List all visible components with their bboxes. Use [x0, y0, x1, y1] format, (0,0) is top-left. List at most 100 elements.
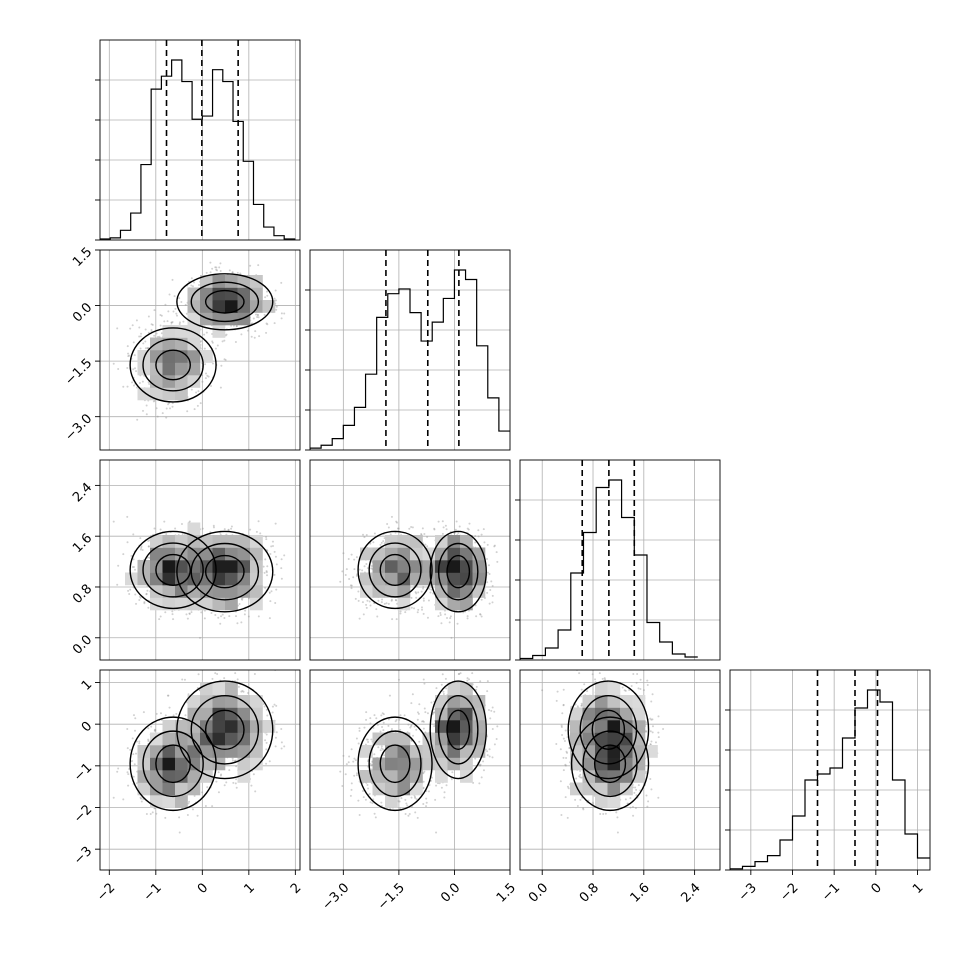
scatter-point	[116, 770, 119, 773]
scatter-point	[265, 748, 268, 751]
scatter-point	[235, 615, 238, 618]
scatter-point	[139, 596, 142, 599]
scatter-point	[254, 330, 257, 333]
density-cell	[162, 375, 176, 388]
scatter-point	[365, 603, 368, 606]
scatter-point	[147, 545, 150, 548]
scatter-point	[366, 567, 369, 570]
scatter-point	[389, 533, 392, 536]
scatter-point	[151, 323, 154, 326]
scatter-point	[263, 571, 266, 574]
scatter-point	[274, 522, 277, 525]
scatter-point	[211, 677, 214, 680]
scatter-point	[160, 332, 163, 335]
scatter-point	[365, 562, 368, 565]
scatter-point	[249, 264, 252, 267]
scatter-point	[344, 573, 347, 576]
density-cell	[397, 535, 411, 548]
contour-line	[142, 542, 204, 598]
scatter-point	[142, 409, 145, 412]
density-cell	[397, 547, 411, 561]
scatter-point	[145, 404, 148, 407]
scatter-point	[280, 558, 283, 561]
histogram-step	[100, 59, 296, 240]
scatter-point	[138, 599, 141, 602]
scatter-point	[238, 602, 241, 605]
scatter-point	[145, 413, 148, 416]
scatter-point	[369, 604, 372, 607]
scatter-point	[193, 408, 196, 411]
scatter-point	[240, 333, 243, 336]
scatter-point	[122, 385, 125, 388]
scatter-point	[491, 594, 494, 597]
scatter-point	[474, 541, 477, 544]
scatter-point	[395, 599, 398, 602]
contour-line	[155, 553, 191, 587]
scatter-point	[275, 588, 278, 591]
scatter-point	[274, 299, 277, 302]
scatter-point	[171, 610, 174, 613]
scatter-point	[433, 527, 436, 530]
scatter-point	[230, 527, 233, 530]
density-cell	[212, 287, 226, 301]
density-cell	[162, 547, 176, 561]
scatter-point	[234, 759, 237, 762]
scatter-point	[386, 523, 389, 526]
histogram-step	[520, 479, 698, 660]
scatter-point	[133, 354, 136, 357]
y-tick-label: −1.5	[62, 356, 95, 389]
density-cell	[187, 572, 201, 586]
histogram-step	[310, 269, 510, 450]
scatter-point	[215, 266, 218, 269]
density-cell	[175, 325, 188, 338]
scatter-point	[196, 404, 199, 407]
scatter-point	[220, 364, 223, 367]
density-cell	[162, 325, 176, 338]
density-cell	[237, 287, 251, 301]
scatter-point	[175, 712, 178, 715]
scatter-point	[175, 312, 178, 315]
scatter-point	[218, 266, 221, 269]
scatter-point	[430, 588, 433, 591]
scatter-point	[117, 367, 120, 370]
scatter-point	[350, 553, 353, 556]
scatter-point	[207, 375, 210, 378]
scatter-point	[445, 528, 448, 531]
scatter-point	[230, 525, 233, 528]
scatter-point	[131, 324, 134, 327]
scatter-point	[141, 548, 144, 551]
scatter-point	[131, 381, 134, 384]
scatter-point	[171, 278, 174, 281]
scatter-point	[361, 601, 364, 604]
panel-frame	[309, 459, 511, 661]
scatter-point	[139, 548, 142, 551]
scatter-point	[235, 786, 238, 789]
scatter-point	[441, 532, 444, 535]
density-cell	[150, 572, 163, 586]
scatter-point	[236, 622, 239, 625]
density-cell	[410, 572, 423, 586]
scatter-point	[164, 611, 167, 614]
scatter-point	[387, 526, 390, 529]
scatter-point	[466, 527, 469, 530]
scatter-point	[390, 515, 393, 518]
scatter-point	[185, 613, 188, 616]
scatter-point	[482, 528, 485, 531]
scatter-point	[135, 319, 138, 322]
scatter-point	[395, 520, 398, 523]
scatter-point	[186, 410, 189, 413]
density-cell	[250, 572, 263, 586]
y-tick-label: −3.0	[62, 411, 95, 444]
scatter-point	[172, 310, 175, 313]
scatter-point	[135, 602, 138, 605]
scatter-point	[97, 542, 99, 544]
scatter-point	[493, 544, 496, 547]
scatter-point	[358, 568, 361, 571]
scatter-point	[274, 555, 277, 558]
scatter-point	[410, 596, 413, 599]
scatter-point	[256, 313, 259, 316]
scatter-point	[159, 615, 162, 618]
scatter-point	[422, 599, 425, 602]
density-cell	[237, 547, 251, 561]
